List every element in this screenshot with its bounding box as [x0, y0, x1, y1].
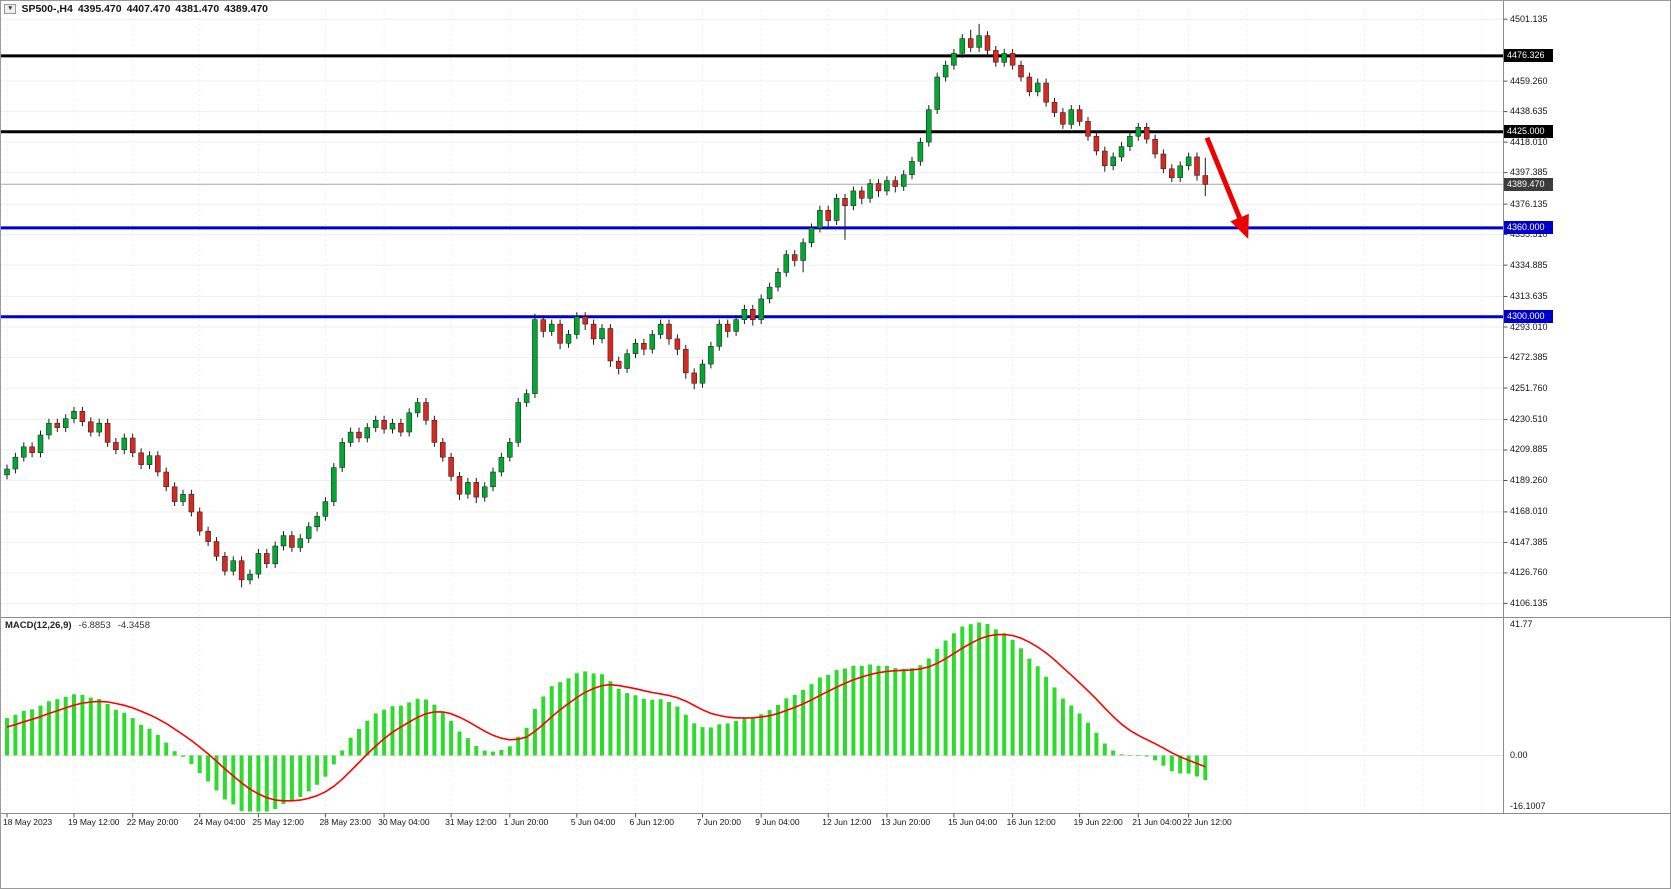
time-axis-label: 28 May 23:00 — [319, 817, 371, 827]
price-line-badge: 4476.326 — [1504, 49, 1553, 63]
time-axis-label: 19 Jun 22:00 — [1073, 817, 1123, 827]
price-axis-label: 4438.635 — [1510, 106, 1548, 117]
time-axis-label: 5 Jun 04:00 — [570, 817, 616, 827]
time-axis-label: 9 Jun 04:00 — [755, 817, 800, 827]
indicator-signal-value: -4.3458 — [117, 620, 150, 631]
current-price-badge: 4389.470 — [1504, 177, 1553, 191]
indicator-label: MACD(12,26,9) -6.8853 -4.3458 — [5, 620, 150, 631]
price-axis-label: 4209.885 — [1510, 444, 1548, 455]
price-line-badge: 4300.000 — [1504, 310, 1553, 324]
price-axis-label: 4459.260 — [1510, 75, 1548, 86]
price-axis[interactable]: 4501.135 4459.260 4438.635 4418.010 4397.385… — [1503, 1, 1670, 814]
indicator-macd-value: -6.8853 — [78, 620, 111, 631]
time-axis-label: 16 Jun 12:00 — [1006, 817, 1056, 827]
time-axis-label: 6 Jun 12:00 — [629, 817, 674, 827]
price-axis-label: 4230.510 — [1510, 413, 1548, 424]
symbol-period-label: SP500-,H4 — [21, 3, 73, 15]
time-axis-label: 21 Jun 04:00 — [1132, 817, 1182, 827]
trend-arrow[interactable] — [1204, 136, 1249, 239]
time-axis-label: 30 May 04:00 — [378, 817, 430, 827]
time-axis-label: 19 May 12:00 — [68, 817, 120, 827]
time-axis-label: 12 Jun 12:00 — [822, 817, 872, 827]
price-axis-label: 4397.385 — [1510, 167, 1548, 178]
price-axis-label: 4376.135 — [1510, 198, 1548, 209]
time-axis-label: 1 Jun 20:00 — [503, 817, 549, 827]
price-axis-label: 4168.010 — [1510, 506, 1548, 517]
time-axis-label: 24 May 04:00 — [193, 817, 246, 827]
time-axis-label: 7 Jun 20:00 — [696, 817, 741, 827]
price-axis-label: 4313.635 — [1510, 291, 1548, 301]
macd-axis-label: 0.00 — [1510, 749, 1528, 760]
price-axis-label: 4501.135 — [1510, 13, 1548, 24]
time-axis-label: 22 May 20:00 — [126, 817, 179, 827]
macd-axis-label: 41.77 — [1510, 618, 1533, 629]
price-line-badge: 4360.000 — [1504, 221, 1553, 235]
time-axis-label: 15 Jun 04:00 — [947, 817, 998, 827]
price-axis-label: 4272.385 — [1510, 352, 1548, 363]
quote-close: 4389.470 — [224, 3, 268, 15]
price-axis-label: 4126.760 — [1510, 567, 1548, 578]
symbol-dropdown-icon[interactable]: ▼ — [4, 3, 17, 15]
time-axis-label: 18 May 2023 — [3, 817, 53, 827]
quote-low: 4381.470 — [175, 3, 220, 15]
price-axis-label: 4251.760 — [1510, 382, 1548, 393]
time-axis-label: 31 May 12:00 — [445, 817, 497, 827]
chart-title: ▼ SP500-,H4 4395.470 4407.470 4381.470 4… — [4, 3, 268, 15]
quote-open: 4395.470 — [77, 3, 122, 15]
macd-axis-label: -16.1007 — [1510, 800, 1546, 811]
time-axis-label: 22 Jun 12:00 — [1182, 817, 1232, 827]
time-axis-label: 13 Jun 20:00 — [880, 817, 931, 827]
price-axis-label: 4334.885 — [1510, 259, 1548, 270]
price-axis-label: 4106.135 — [1510, 597, 1548, 608]
indicator-name: MACD(12,26,9) — [5, 620, 72, 631]
price-axis-label: 4418.010 — [1510, 136, 1548, 147]
price-axis-label: 4293.010 — [1510, 321, 1548, 332]
time-axis[interactable]: 18 May 2023 19 May 12:00 22 May 20:00 24 Ma… — [1, 813, 1503, 835]
time-axis-label: 25 May 12:00 — [252, 817, 304, 827]
price-axis-label: 4147.385 — [1510, 536, 1548, 547]
price-line-badge: 4425.000 — [1504, 125, 1553, 139]
price-axis-label: 4189.260 — [1510, 474, 1548, 485]
quote-high: 4407.470 — [126, 3, 171, 15]
